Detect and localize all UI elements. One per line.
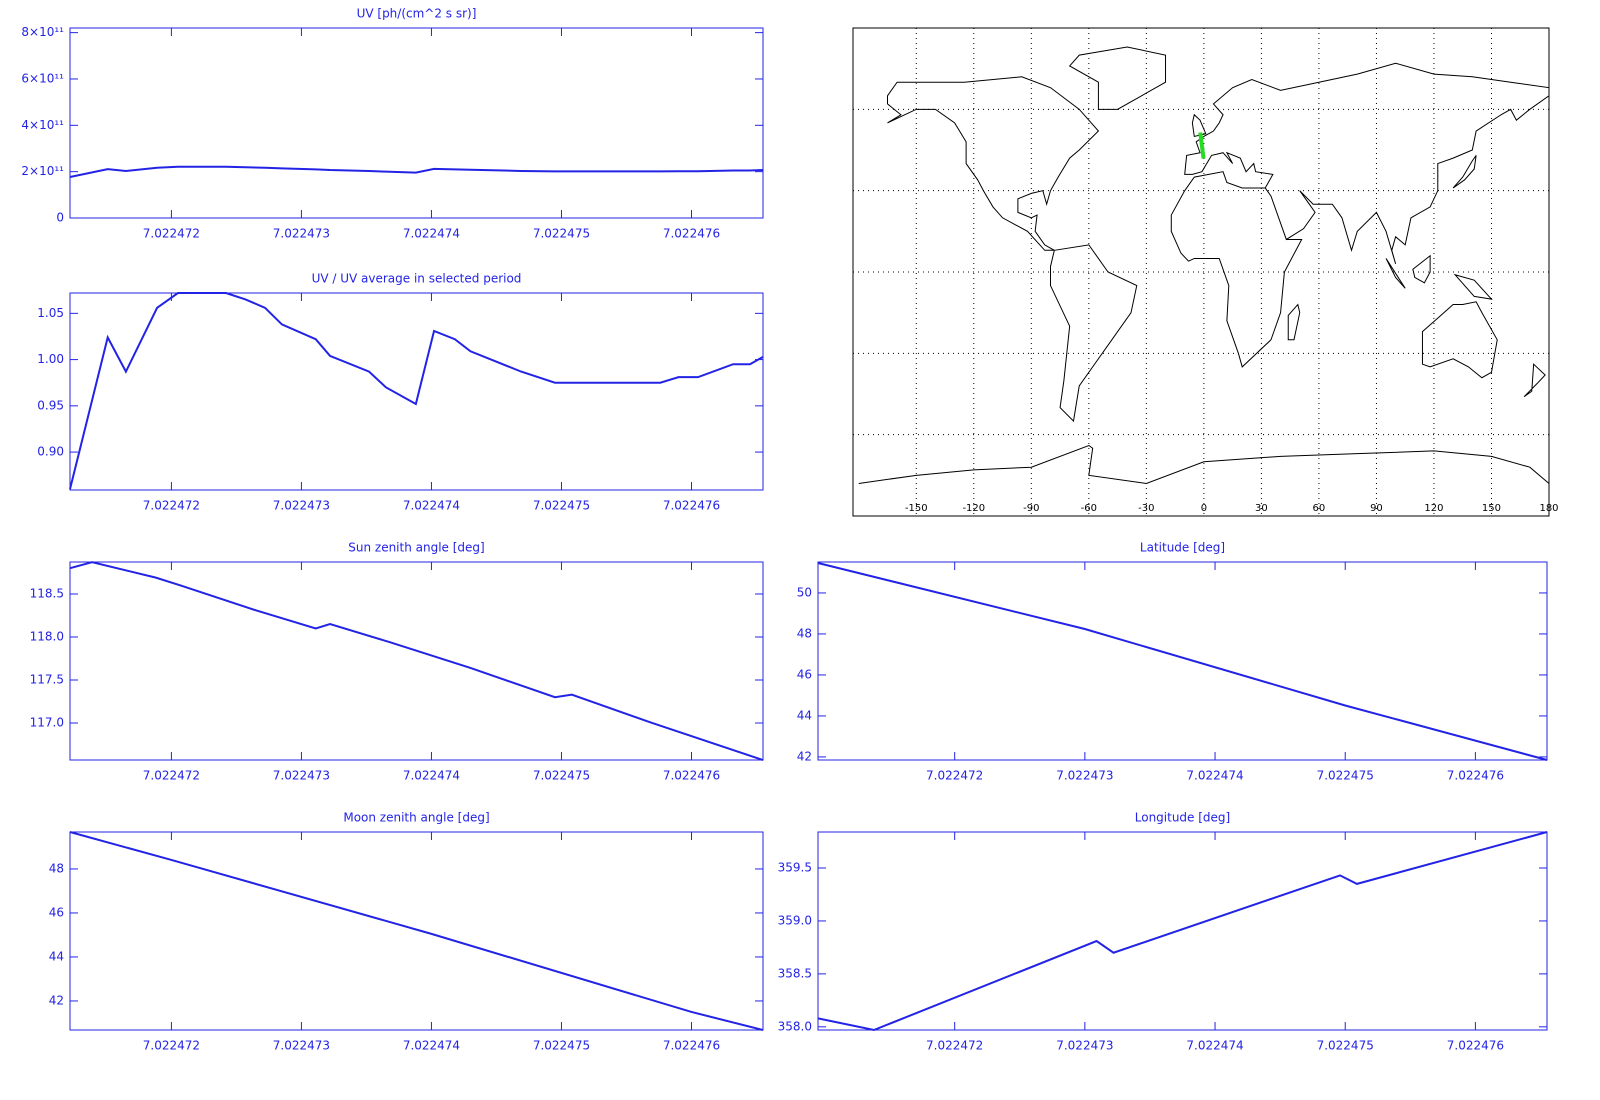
plot-frame (69, 561, 764, 761)
x-tick-label: 7.022472 (143, 227, 200, 241)
x-tick-label: 7.022476 (1447, 769, 1504, 783)
x-tick-label: 7.022472 (926, 1039, 983, 1053)
x-tick-label: 7.022476 (663, 227, 720, 241)
x-tick-label: 7.022475 (1317, 1039, 1374, 1053)
chart-panel: -150 -120 -90 -60 -30 0 30 60 90 120 150 180 (852, 27, 1559, 517)
lon-label: -60 (1081, 503, 1097, 514)
data-line (69, 561, 764, 761)
x-tick-label: 7.022472 (143, 769, 200, 783)
x-tick-label: 7.022474 (403, 769, 460, 783)
data-line (817, 562, 1548, 761)
x-tick-label: 7.022474 (403, 499, 460, 513)
chart-panel: Latitude [deg] 7.022472 7.022473 7.022474 7.… (797, 541, 1548, 783)
y-tick-label: 46 (797, 667, 812, 681)
x-tick-label: 7.022472 (926, 769, 983, 783)
data-line (69, 165, 764, 178)
x-tick-label: 7.022474 (1186, 769, 1243, 783)
x-tick-label: 7.022474 (403, 227, 460, 241)
plot-frame (817, 831, 1548, 1031)
x-tick-label: 7.022475 (1317, 769, 1374, 783)
lon-label: 0 (1201, 503, 1207, 514)
x-tick-label: 7.022475 (533, 227, 590, 241)
x-tick-label: 7.022473 (273, 1039, 330, 1053)
y-tick-label: 359.5 (778, 861, 812, 875)
x-tick-label: 7.022472 (143, 499, 200, 513)
plot-frame (69, 292, 764, 491)
chart-title: Longitude [deg] (1135, 811, 1230, 825)
lon-label: 30 (1255, 503, 1268, 514)
chart-panel: UV [ph/(cm^2 s sr)] 7.022472 7.022473 7.022… (21, 7, 764, 241)
y-tick-label: 0.95 (37, 398, 64, 412)
y-tick-label: 50 (797, 585, 812, 599)
lon-label: 60 (1313, 503, 1326, 514)
y-tick-label: 44 (797, 708, 812, 722)
y-tick-label: 0 (56, 211, 64, 225)
y-tick-label: 46 (49, 905, 64, 919)
map-frame (852, 27, 1550, 517)
lon-label: -90 (1023, 503, 1039, 514)
chart-title: Latitude [deg] (1140, 541, 1225, 555)
chart-panel: Sun zenith angle [deg] 7.022472 7.022473 7.… (30, 541, 764, 783)
chart-panel: UV / UV average in selected period 7.0224… (37, 272, 764, 513)
lon-label: 150 (1482, 503, 1501, 514)
x-tick-label: 7.022475 (533, 1039, 590, 1053)
plot-frame (69, 831, 764, 1031)
plot-frame (69, 27, 764, 219)
lon-label: -30 (1138, 503, 1154, 514)
ground-track (1198, 132, 1206, 159)
chart-title: Sun zenith angle [deg] (348, 541, 484, 555)
coastlines (859, 47, 1549, 483)
y-tick-label: 48 (797, 626, 812, 640)
plot-frame (817, 561, 1548, 761)
x-tick-label: 7.022476 (663, 1039, 720, 1053)
y-tick-label: 4×10¹¹ (21, 118, 64, 132)
y-tick-label: 42 (49, 993, 64, 1007)
x-tick-label: 7.022472 (143, 1039, 200, 1053)
chart-title: UV / UV average in selected period (312, 272, 522, 286)
x-tick-label: 7.022475 (533, 769, 590, 783)
lon-label: -120 (962, 503, 985, 514)
x-tick-label: 7.022475 (533, 499, 590, 513)
y-tick-label: 359.0 (778, 913, 812, 927)
y-tick-label: 6×10¹¹ (21, 71, 64, 85)
x-tick-label: 7.022474 (403, 1039, 460, 1053)
lon-label: 90 (1370, 503, 1383, 514)
x-tick-label: 7.022473 (273, 227, 330, 241)
data-line (69, 831, 764, 1031)
x-tick-label: 7.022473 (273, 499, 330, 513)
y-tick-label: 118.0 (30, 630, 64, 644)
y-tick-label: 42 (797, 749, 812, 763)
lon-label: 120 (1424, 503, 1443, 514)
y-tick-label: 8×10¹¹ (21, 25, 64, 39)
y-tick-label: 1.00 (37, 352, 64, 366)
y-tick-label: 2×10¹¹ (21, 164, 64, 178)
data-line (69, 292, 764, 490)
x-tick-label: 7.022476 (1447, 1039, 1504, 1053)
y-tick-label: 117.0 (30, 716, 64, 730)
y-tick-label: 1.05 (37, 306, 64, 320)
x-tick-label: 7.022473 (1056, 769, 1113, 783)
chart-title: UV [ph/(cm^2 s sr)] (357, 7, 477, 21)
y-tick-label: 0.90 (37, 445, 64, 459)
chart-panel: Longitude [deg] 7.022472 7.022473 7.022474 7… (778, 811, 1548, 1053)
x-tick-label: 7.022473 (273, 769, 330, 783)
lon-label: -150 (905, 503, 928, 514)
y-tick-label: 44 (49, 949, 64, 963)
y-tick-label: 358.5 (778, 966, 812, 980)
data-line (817, 831, 1548, 1032)
y-tick-label: 358.0 (778, 1019, 812, 1033)
y-tick-label: 118.5 (30, 586, 64, 600)
x-tick-label: 7.022476 (663, 499, 720, 513)
y-tick-label: 117.5 (30, 673, 64, 687)
y-tick-label: 48 (49, 861, 64, 875)
chart-panel: Moon zenith angle [deg] 7.022472 7.022473 7… (49, 811, 764, 1053)
x-tick-label: 7.022476 (663, 769, 720, 783)
x-tick-label: 7.022473 (1056, 1039, 1113, 1053)
coastline (859, 47, 1549, 483)
chart-title: Moon zenith angle [deg] (343, 811, 489, 825)
x-tick-label: 7.022474 (1186, 1039, 1243, 1053)
